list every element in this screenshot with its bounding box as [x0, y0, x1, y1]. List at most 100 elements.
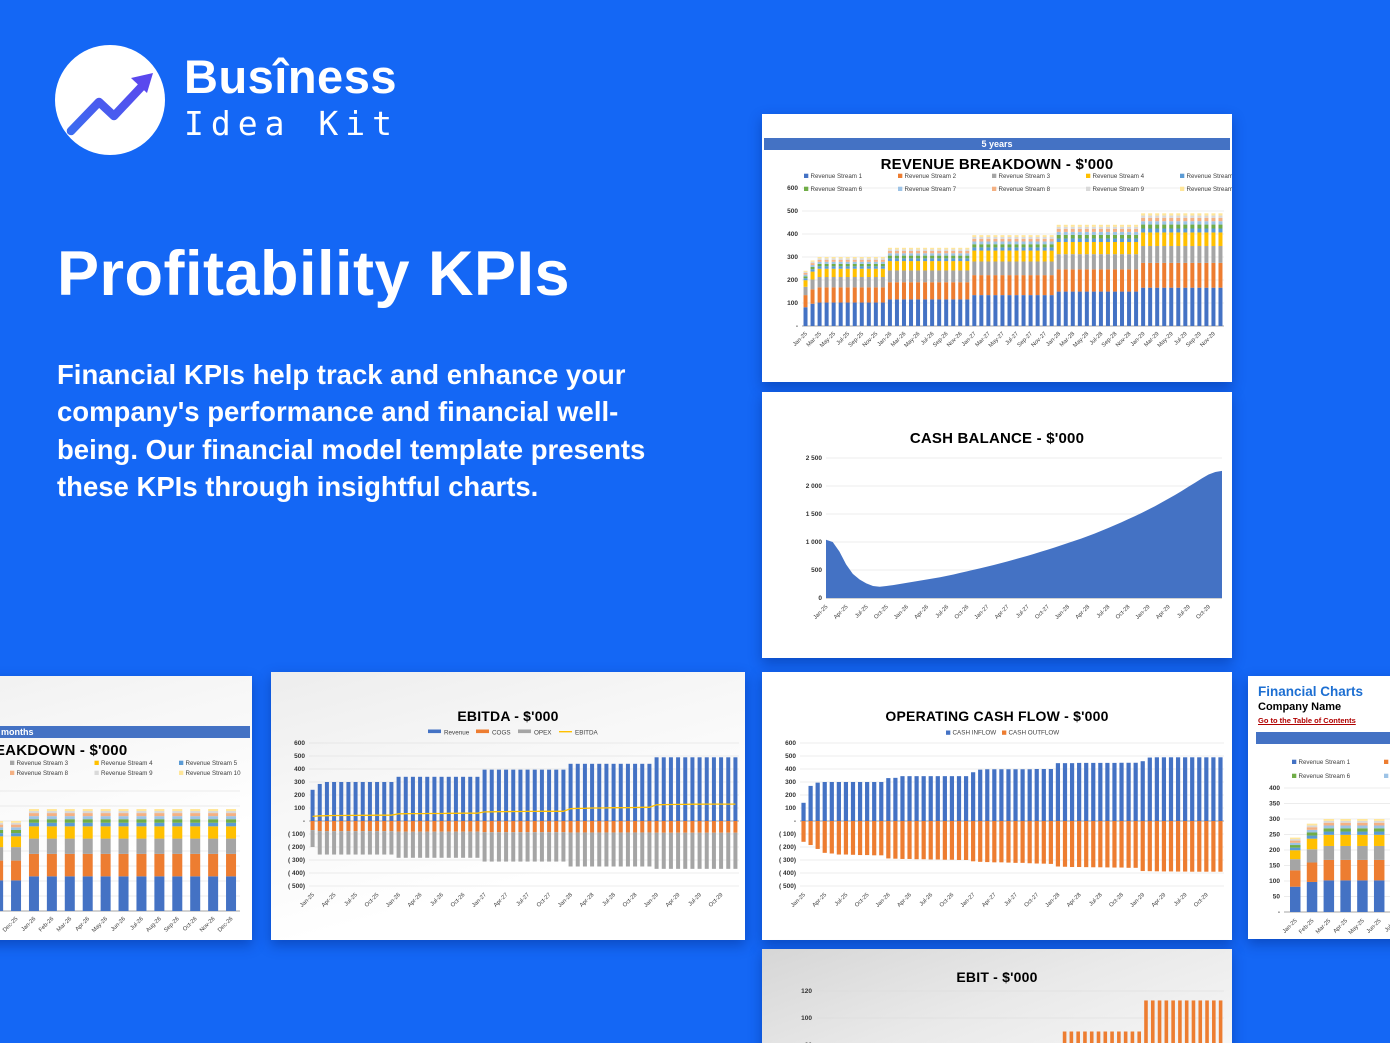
- svg-text:Jan-28: Jan-28: [1054, 604, 1071, 621]
- card-ebitda: EBITDA - $'000 600 500 400 300 200 100 - ( 100)…: [271, 672, 745, 940]
- svg-text:Jul-26: Jul-26: [919, 892, 934, 907]
- svg-text:-: -: [794, 818, 796, 825]
- svg-text:300: 300: [1269, 816, 1280, 823]
- svg-text:-: -: [796, 323, 798, 330]
- svg-text:Jan-29: Jan-29: [1129, 892, 1146, 909]
- svg-text:Revenue Stream 10: Revenue Stream 10: [186, 770, 242, 777]
- svg-text:Jan-29: Jan-29: [1135, 604, 1152, 621]
- svg-text:May-25: May-25: [1348, 918, 1366, 936]
- svg-text:CASH OUTFLOW: CASH OUTFLOW: [1009, 730, 1060, 737]
- svg-text:Jan-26: Jan-26: [875, 892, 892, 909]
- svg-text:Nov-25: Nov-25: [862, 331, 879, 348]
- svg-text:Oct-28: Oct-28: [622, 892, 639, 909]
- svg-text:OPEX: OPEX: [534, 730, 552, 737]
- svg-text:500: 500: [787, 208, 798, 215]
- chart-title-revenue-5y: REVENUE BREAKDOWN - $'000: [880, 156, 1114, 173]
- svg-text:Jan-25: Jan-25: [1282, 918, 1299, 935]
- svg-text:500: 500: [294, 753, 305, 760]
- svg-text:Oct-28: Oct-28: [1108, 892, 1125, 909]
- svg-text:Oct-25: Oct-25: [854, 892, 871, 909]
- table-of-contents-link[interactable]: Go to the Table of Contents: [1258, 716, 1356, 725]
- svg-text:400: 400: [787, 231, 798, 238]
- card-revenue-breakdown-5y: 5 years REVENUE BREAKDOWN - $'000 600 500…: [762, 114, 1232, 382]
- svg-text:Oct-26: Oct-26: [939, 892, 956, 909]
- svg-text:1 500: 1 500: [806, 511, 823, 518]
- svg-text:Nov-26: Nov-26: [946, 331, 963, 348]
- svg-text:Oct-26: Oct-26: [450, 892, 467, 909]
- revenue-breakdown-5y-chart: 600500400300200100-Jan-25Mar-25May-25Jul…: [787, 173, 1233, 349]
- svg-text:Jul-25: Jul-25: [344, 892, 359, 907]
- svg-text:Apr-25: Apr-25: [812, 892, 829, 909]
- operating-cash-flow-chart: 600 500 400 300 200 100 - ( 100) ( 200) ( 300) ( 4…: [779, 730, 1224, 909]
- svg-text:100: 100: [787, 300, 798, 307]
- svg-text:Revenue Stream 4: Revenue Stream 4: [101, 760, 153, 767]
- svg-text:Oct-25: Oct-25: [364, 892, 381, 909]
- svg-text:Oct-27: Oct-27: [536, 892, 553, 909]
- svg-text:Apr-25: Apr-25: [321, 892, 338, 909]
- svg-text:CASH INFLOW: CASH INFLOW: [953, 730, 997, 737]
- svg-text:100: 100: [785, 805, 796, 812]
- svg-text:Jul-26: Jul-26: [129, 916, 144, 931]
- svg-text:Jan-26: Jan-26: [21, 916, 38, 933]
- svg-text:250: 250: [1269, 832, 1280, 839]
- svg-text:Oct-26: Oct-26: [182, 916, 199, 933]
- svg-text:Revenue Stream 6: Revenue Stream 6: [1299, 773, 1351, 780]
- svg-text:50: 50: [1273, 894, 1281, 901]
- chart-title-cash-balance: CASH BALANCE - $'000: [909, 430, 1085, 447]
- svg-text:200: 200: [787, 277, 798, 284]
- svg-text:Oct-29: Oct-29: [1193, 892, 1210, 909]
- svg-text:Revenue Stream 1: Revenue Stream 1: [1299, 759, 1351, 766]
- svg-text:Oct-27: Oct-27: [1024, 892, 1041, 909]
- svg-text:Revenue Stream 7: Revenue Stream 7: [905, 186, 957, 193]
- svg-text:Apr-25: Apr-25: [833, 604, 850, 621]
- page-title: Profitability KPIs: [57, 239, 571, 309]
- ebit-chart: 12010080: [801, 988, 1224, 1043]
- svg-text:Jan-28: Jan-28: [1045, 892, 1062, 909]
- svg-text:Apr-27: Apr-27: [981, 892, 998, 909]
- svg-text:150: 150: [1269, 863, 1280, 870]
- svg-text:Revenue: Revenue: [444, 730, 470, 737]
- svg-text:Nov-25: Nov-25: [0, 916, 2, 933]
- svg-text:Dec-26: Dec-26: [217, 916, 234, 933]
- svg-text:( 300): ( 300): [779, 857, 796, 864]
- svg-text:Revenue Stream 3: Revenue Stream 3: [17, 760, 69, 767]
- svg-text:Jan-26: Jan-26: [385, 892, 402, 909]
- svg-text:0: 0: [818, 595, 822, 602]
- svg-text:Nov-28: Nov-28: [1115, 331, 1132, 348]
- svg-text:COGS: COGS: [492, 730, 511, 737]
- logo: [55, 45, 165, 155]
- svg-text:May-27: May-27: [988, 331, 1006, 349]
- svg-text:Jul-25: Jul-25: [1384, 918, 1390, 933]
- svg-text:Jun-25: Jun-25: [1366, 918, 1383, 935]
- svg-text:2 500: 2 500: [806, 455, 823, 462]
- svg-text:350: 350: [1269, 801, 1280, 808]
- svg-text:Jan-25: Jan-25: [790, 892, 807, 909]
- svg-text:Apr-28: Apr-28: [579, 892, 596, 909]
- svg-text:Apr-27: Apr-27: [493, 892, 510, 909]
- svg-text:Apr-29: Apr-29: [665, 892, 682, 909]
- cash-balance-chart: 2 500 2 000 1 500 1 000 500 0 Jan-25 Apr-25 Jul-…: [806, 455, 1222, 621]
- svg-text:Apr-28: Apr-28: [1066, 892, 1083, 909]
- svg-text:Jul-29: Jul-29: [1176, 604, 1191, 619]
- svg-text:600: 600: [785, 740, 796, 747]
- svg-text:( 500): ( 500): [779, 883, 796, 890]
- svg-text:Apr-26: Apr-26: [407, 892, 424, 909]
- svg-text:Apr-26: Apr-26: [896, 892, 913, 909]
- svg-text:May-26: May-26: [904, 331, 922, 349]
- sheet-heading: Financial Charts: [1258, 684, 1364, 699]
- card-cash-balance: CASH BALANCE - $'000 2 500 2 000 1 500 1 00…: [762, 392, 1232, 658]
- svg-text:Revenue Stream 10: Revenue Stream 10: [1187, 186, 1233, 193]
- period-header-5y: 5 years: [764, 138, 1230, 150]
- svg-text:100: 100: [294, 805, 305, 812]
- svg-text:Jul-27: Jul-27: [1004, 892, 1019, 907]
- svg-text:( 400): ( 400): [779, 870, 796, 877]
- svg-text:Jan-26: Jan-26: [893, 604, 910, 621]
- svg-text:Revenue Stream 6: Revenue Stream 6: [811, 186, 863, 193]
- svg-text:100: 100: [1269, 878, 1280, 885]
- period-header-mini: [1256, 732, 1390, 744]
- chart-title-revenue-24m: REVENUE BREAKDOWN - $'000: [0, 742, 128, 759]
- svg-text:Jul-28: Jul-28: [1088, 892, 1103, 907]
- svg-text:300: 300: [787, 254, 798, 261]
- page-description: Financial KPIs help track and enhance yo…: [57, 359, 646, 503]
